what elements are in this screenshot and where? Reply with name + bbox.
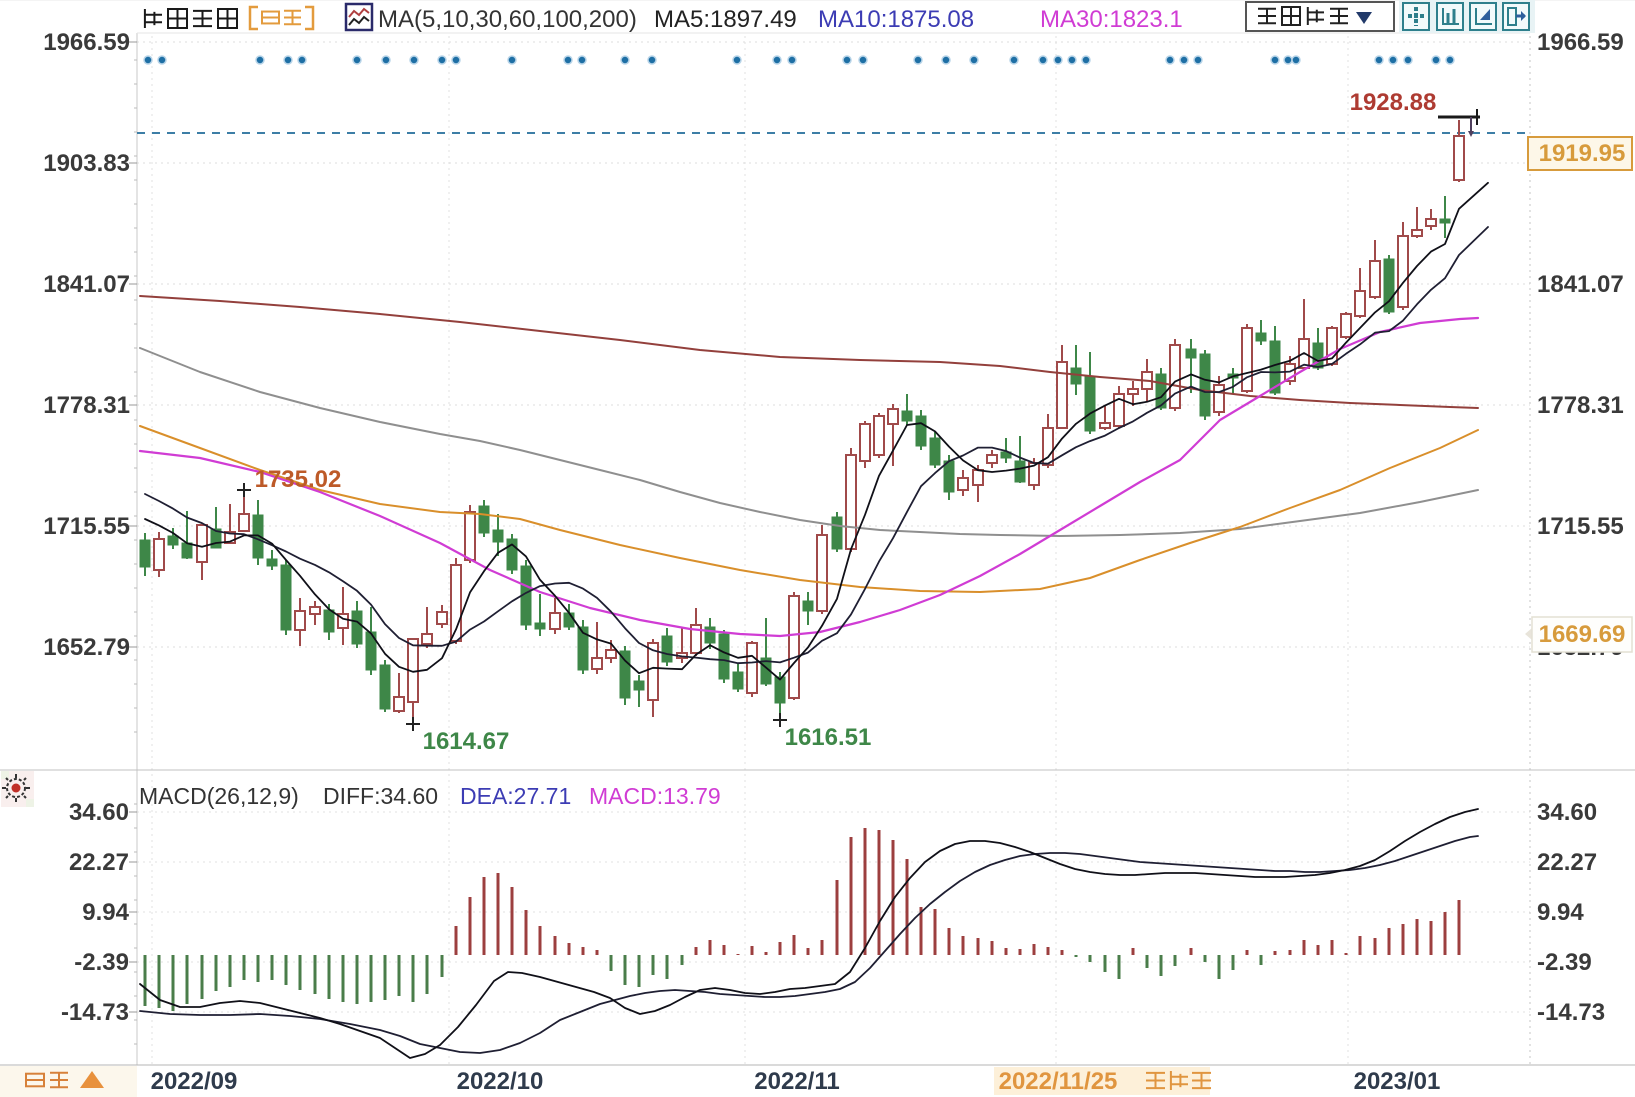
svg-text:1616.51: 1616.51 (785, 724, 872, 751)
svg-text:2022/10: 2022/10 (457, 1068, 544, 1095)
svg-text:1903.83: 1903.83 (43, 150, 130, 177)
svg-text:1778.31: 1778.31 (43, 392, 130, 419)
svg-text:-14.73: -14.73 (61, 999, 129, 1026)
svg-text:1966.59: 1966.59 (1537, 29, 1624, 56)
svg-text:1841.07: 1841.07 (43, 271, 130, 298)
svg-text:MACD(26,12,9): MACD(26,12,9) (139, 783, 299, 809)
svg-text:2022/11: 2022/11 (754, 1068, 839, 1095)
svg-text:-2.39: -2.39 (74, 949, 129, 976)
svg-text:1614.67: 1614.67 (423, 728, 510, 755)
svg-text:MA(5,10,30,60,100,200): MA(5,10,30,60,100,200) (378, 6, 637, 33)
svg-text:MA30:1823.1: MA30:1823.1 (1040, 6, 1183, 33)
svg-text:1735.02: 1735.02 (255, 466, 342, 493)
svg-text:1669.69: 1669.69 (1539, 621, 1626, 648)
svg-text:1715.55: 1715.55 (43, 513, 130, 540)
svg-text:1778.31: 1778.31 (1537, 392, 1624, 419)
svg-text:9.94: 9.94 (82, 899, 129, 926)
svg-text:2022/11/25: 2022/11/25 (999, 1068, 1118, 1095)
svg-text:MA10:1875.08: MA10:1875.08 (818, 6, 974, 33)
svg-text:1715.55: 1715.55 (1537, 513, 1624, 540)
svg-text:1652.79: 1652.79 (43, 634, 130, 661)
svg-text:1928.88: 1928.88 (1350, 89, 1437, 116)
svg-text:2022/09: 2022/09 (151, 1068, 238, 1095)
svg-text:1841.07: 1841.07 (1537, 271, 1624, 298)
svg-text:-14.73: -14.73 (1537, 999, 1605, 1026)
svg-text:22.27: 22.27 (69, 849, 129, 876)
svg-text:1919.95: 1919.95 (1539, 140, 1626, 167)
svg-text:-2.39: -2.39 (1537, 949, 1592, 976)
svg-text:22.27: 22.27 (1537, 849, 1597, 876)
svg-text:9.94: 9.94 (1537, 899, 1584, 926)
svg-text:MA5:1897.49: MA5:1897.49 (654, 6, 797, 33)
svg-text:1966.59: 1966.59 (43, 29, 130, 56)
svg-text:MACD:13.79: MACD:13.79 (589, 783, 721, 809)
svg-text:DIFF:34.60: DIFF:34.60 (323, 783, 438, 809)
svg-text:34.60: 34.60 (1537, 799, 1597, 826)
svg-text:34.60: 34.60 (69, 799, 129, 826)
svg-text:DEA:27.71: DEA:27.71 (460, 783, 571, 809)
svg-text:2023/01: 2023/01 (1354, 1068, 1441, 1095)
